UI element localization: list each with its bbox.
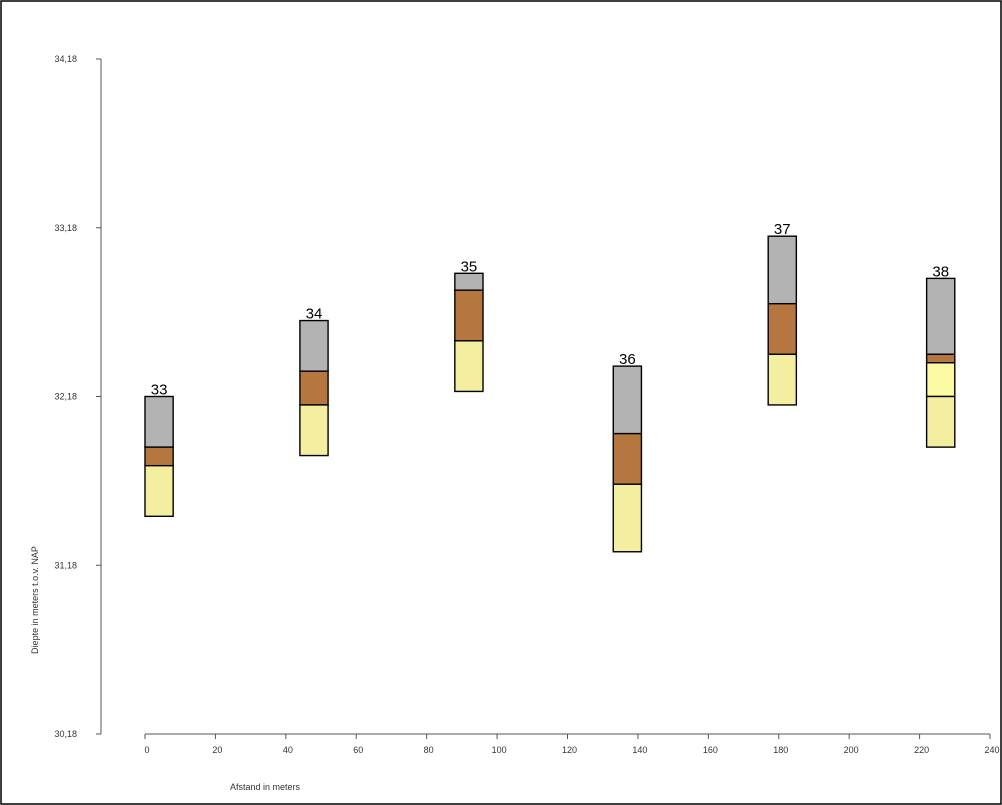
boring-label: 33 [151, 382, 168, 399]
x-tick-label: 60 [353, 745, 363, 755]
boring-layer [925, 362, 956, 398]
x-tick-label: 240 [984, 745, 999, 755]
boring-label: 35 [461, 258, 478, 275]
x-tick-label: 0 [144, 745, 149, 755]
x-tick-label: 100 [492, 745, 507, 755]
boring-layer [925, 277, 956, 356]
boring-label: 37 [774, 221, 791, 238]
boring-layer [612, 432, 643, 485]
boring-layer [925, 395, 956, 448]
x-tick-label: 80 [424, 745, 434, 755]
boring-layer [144, 446, 174, 467]
y-tick-label: 32,18 [54, 392, 77, 402]
y-tick-label: 34,18 [54, 54, 77, 64]
boring-layer [299, 319, 329, 372]
y-tick-label: 33,18 [54, 223, 77, 233]
boring-layer [454, 340, 484, 393]
x-tick-label: 160 [703, 745, 718, 755]
boring-layer [144, 395, 174, 448]
x-tick-label: 20 [212, 745, 222, 755]
x-axis-title: Afstand in meters [230, 782, 301, 792]
boring-layer [925, 353, 956, 364]
boring-layer [612, 365, 643, 435]
boring-layer [767, 353, 798, 406]
x-tick-label: 140 [632, 745, 647, 755]
boring-layer [299, 370, 329, 406]
boring-label: 38 [932, 263, 949, 280]
x-tick-label: 120 [562, 745, 577, 755]
boring-layer [454, 272, 484, 291]
boring-layer [612, 483, 643, 553]
boring-layer [144, 464, 174, 518]
y-tick-label: 30,18 [54, 729, 77, 739]
y-axis-title: Diepte in meters t.o.v. NAP [30, 546, 40, 654]
x-tick-label: 220 [914, 745, 929, 755]
boring-layer [454, 289, 484, 342]
y-tick-label: 31,18 [54, 560, 77, 570]
boring-layer [767, 235, 798, 305]
x-tick-label: 40 [283, 745, 293, 755]
boring-layer [299, 404, 329, 457]
boring-label: 34 [306, 306, 323, 323]
plot-area: 30,18 31,18 32,18 33,18 34,18 0 20 40 60 80 100 120… [54, 54, 999, 755]
x-tick-label: 180 [773, 745, 788, 755]
x-tick-label: 200 [844, 745, 859, 755]
boring-layer [767, 302, 798, 356]
boring-label: 36 [619, 351, 636, 368]
